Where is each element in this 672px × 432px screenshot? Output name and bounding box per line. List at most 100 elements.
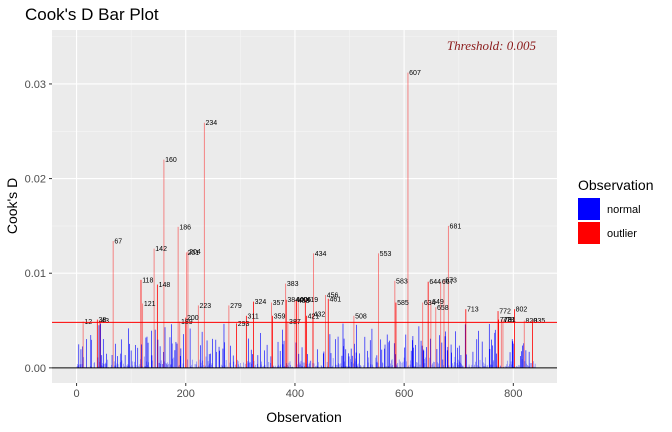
bar-normal	[476, 365, 478, 368]
bar-normal	[175, 341, 177, 368]
bar-normal	[131, 361, 133, 368]
outlier-label: 649	[432, 299, 444, 306]
bar-normal	[79, 364, 81, 368]
bar-normal	[476, 339, 478, 368]
bar-normal	[113, 361, 115, 368]
bar-normal	[166, 363, 167, 368]
bar-normal	[98, 366, 99, 368]
bar-normal	[180, 348, 182, 368]
bar-normal	[317, 366, 319, 368]
bar-normal	[512, 366, 514, 368]
bar-normal	[454, 362, 455, 368]
bar-normal	[278, 364, 279, 368]
outlier-label: 634	[424, 300, 436, 307]
bar-normal	[455, 331, 456, 368]
bar-outlier	[502, 319, 504, 368]
bar-normal	[372, 366, 374, 368]
bar-normal	[441, 342, 443, 368]
bar-normal	[508, 366, 509, 368]
y-tick-label: 0.01	[25, 268, 46, 280]
bar-normal	[494, 329, 496, 368]
bar-normal	[80, 364, 81, 368]
bar-normal	[519, 365, 521, 368]
bar-normal	[297, 364, 299, 368]
bar-normal	[418, 326, 420, 368]
bar-normal	[283, 366, 284, 368]
bar-normal	[224, 342, 225, 368]
bar-normal	[209, 353, 211, 368]
bar-normal	[475, 361, 477, 368]
bar-normal	[344, 361, 345, 368]
bar-normal	[481, 341, 483, 368]
bar-normal	[436, 349, 438, 368]
bar-normal	[500, 365, 502, 368]
bar-normal	[351, 361, 353, 368]
bar-normal	[351, 355, 353, 368]
bar-normal	[129, 343, 130, 368]
outlier-label: 667	[442, 279, 454, 286]
bar-outlier	[435, 307, 437, 368]
bar-normal	[167, 362, 169, 368]
bar-normal	[493, 360, 495, 368]
bar-normal	[505, 366, 507, 368]
bar-normal	[357, 366, 359, 368]
bar-normal	[310, 360, 312, 368]
bar-normal	[282, 344, 284, 368]
bar-outlier	[163, 159, 165, 368]
bar-normal	[426, 347, 427, 368]
bar-normal	[521, 359, 523, 368]
bar-normal	[247, 363, 249, 368]
bar-normal	[135, 344, 136, 368]
outlier-label: 773	[500, 317, 512, 324]
x-tick-label: 0	[74, 388, 80, 400]
bar-normal	[300, 364, 301, 368]
bar-normal	[165, 363, 167, 368]
outlier-label: 403	[298, 298, 310, 305]
bar-normal	[183, 334, 184, 368]
bar-normal	[321, 365, 323, 368]
bar-normal	[464, 324, 466, 368]
bar-normal	[341, 355, 343, 368]
bar-normal	[506, 360, 508, 368]
bar-normal	[445, 331, 446, 368]
bar-normal	[169, 337, 171, 368]
bar-normal	[240, 362, 241, 368]
bar-normal	[439, 335, 440, 368]
bar-normal	[391, 359, 393, 368]
bar-normal	[237, 359, 238, 368]
bar-normal	[105, 362, 106, 368]
bar-normal	[398, 359, 400, 368]
bar-normal	[511, 339, 513, 368]
bar-outlier	[142, 303, 144, 368]
bar-normal	[134, 361, 135, 368]
bar-normal	[76, 366, 78, 368]
bar-normal	[344, 366, 346, 368]
bar-normal	[283, 340, 285, 368]
bar-normal	[438, 363, 439, 368]
outlier-label: 772	[499, 309, 511, 316]
bar-normal	[103, 363, 105, 368]
bar-normal	[412, 336, 414, 368]
bar-normal	[338, 363, 339, 368]
bar-normal	[170, 364, 172, 368]
bar-normal	[187, 359, 188, 368]
bar-normal	[304, 366, 306, 368]
bar-normal	[457, 359, 459, 368]
outlier-label: 118	[142, 277, 153, 284]
bar-normal	[458, 364, 460, 368]
bar-normal	[376, 355, 378, 368]
bar-normal	[370, 364, 372, 368]
threshold-label: Threshold: 0.005	[447, 38, 537, 53]
bar-normal	[375, 362, 377, 368]
bar-normal	[457, 347, 458, 368]
bar-normal	[253, 360, 255, 368]
bar-normal	[151, 330, 152, 368]
outlier-label: 778	[503, 317, 515, 324]
y-axis-title: Cook's D	[4, 178, 20, 234]
bar-normal	[327, 366, 329, 368]
outlier-label: 311	[248, 313, 259, 320]
outlier-label: 644	[429, 279, 441, 286]
bar-normal	[479, 359, 481, 368]
plot-panel	[52, 30, 557, 383]
y-tick-label: 0.03	[25, 79, 46, 91]
